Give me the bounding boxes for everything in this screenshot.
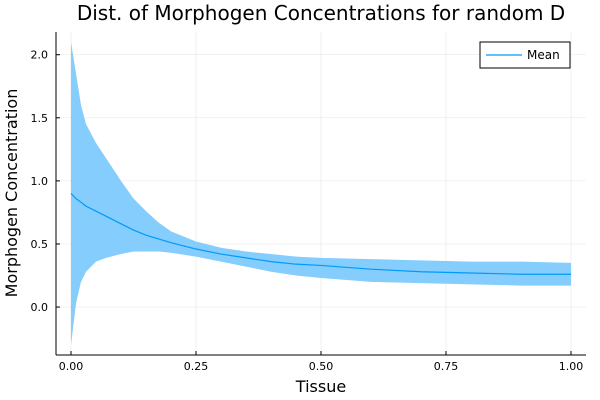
x-axis-label: Tissue bbox=[295, 377, 346, 396]
x-tick-label: 0.00 bbox=[59, 360, 84, 373]
x-tick-label: 1.00 bbox=[559, 360, 584, 373]
confidence-band bbox=[71, 42, 571, 345]
y-tick-label: 2.0 bbox=[31, 49, 49, 62]
mean-line-layer bbox=[70, 193, 571, 275]
grid bbox=[56, 32, 586, 355]
x-tick-label: 0.25 bbox=[184, 360, 209, 373]
y-tick-label: 1.5 bbox=[31, 112, 49, 125]
x-tick-label: 0.75 bbox=[434, 360, 459, 373]
y-tick-label: 1.0 bbox=[31, 175, 49, 188]
x-axis-ticks: 0.00 0.25 0.50 0.75 1.00 bbox=[59, 351, 584, 373]
legend: Mean bbox=[479, 41, 571, 69]
y-axis-ticks: 0.0 0.5 1.0 1.5 2.0 bbox=[31, 49, 60, 314]
mean-line bbox=[70, 193, 571, 275]
legend-label-mean: Mean bbox=[527, 48, 560, 62]
y-tick-label: 0.0 bbox=[31, 301, 49, 314]
y-tick-label: 0.5 bbox=[31, 238, 49, 251]
y-axis-label: Morphogen Concentration bbox=[2, 89, 21, 298]
x-tick-label: 0.50 bbox=[309, 360, 334, 373]
confidence-band-layer bbox=[71, 42, 571, 345]
chart-title: Dist. of Morphogen Concentrations for ra… bbox=[77, 1, 565, 25]
